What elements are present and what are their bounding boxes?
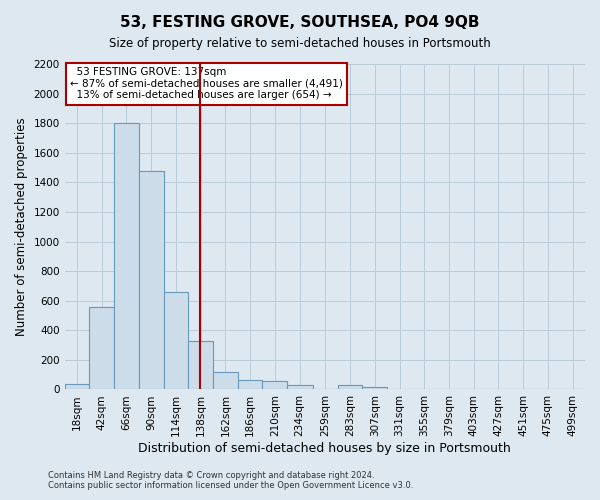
Y-axis label: Number of semi-detached properties: Number of semi-detached properties <box>15 118 28 336</box>
Bar <box>188 342 213 390</box>
Bar <box>65 384 89 390</box>
X-axis label: Distribution of semi-detached houses by size in Portsmouth: Distribution of semi-detached houses by … <box>139 442 511 455</box>
Bar <box>338 385 362 390</box>
Text: Contains HM Land Registry data © Crown copyright and database right 2024.
Contai: Contains HM Land Registry data © Crown c… <box>48 470 413 490</box>
Bar <box>139 170 164 390</box>
Bar <box>362 387 387 390</box>
Bar <box>164 292 188 390</box>
Bar <box>114 123 139 390</box>
Bar <box>89 306 114 390</box>
Bar <box>287 385 313 390</box>
Text: 53, FESTING GROVE, SOUTHSEA, PO4 9QB: 53, FESTING GROVE, SOUTHSEA, PO4 9QB <box>120 15 480 30</box>
Text: 53 FESTING GROVE: 137sqm
← 87% of semi-detached houses are smaller (4,491)
  13%: 53 FESTING GROVE: 137sqm ← 87% of semi-d… <box>70 68 343 100</box>
Text: Size of property relative to semi-detached houses in Portsmouth: Size of property relative to semi-detach… <box>109 38 491 51</box>
Bar <box>213 372 238 390</box>
Bar <box>238 380 262 390</box>
Bar <box>262 382 287 390</box>
